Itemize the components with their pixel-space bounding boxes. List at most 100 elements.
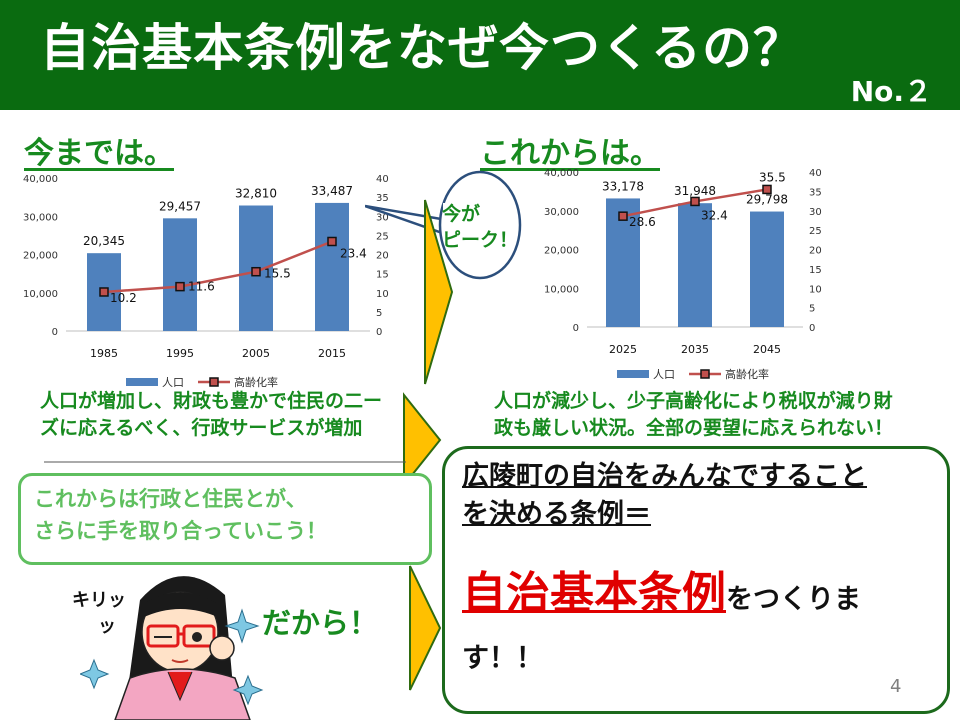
chart-future: 010,00020,00030,00040,000051015202530354…: [544, 168, 822, 381]
chart-past: 0 10,000 20,000 30,000 40,000 0 5 10 15 20 25 30 35 4…: [23, 174, 389, 389]
title-bar: [0, 0, 960, 110]
line-point: [251, 266, 261, 277]
legend-line-marker: [209, 377, 219, 387]
line-data-label: 32.4: [701, 208, 728, 222]
peak-bubble-tail: [365, 204, 453, 238]
result-line1: 広陵町の自治をみんなですること: [462, 461, 867, 492]
right-axis-tick-label: 25: [376, 231, 389, 242]
character-hand: [209, 635, 235, 661]
legend-bar-label: 人口: [653, 368, 675, 381]
line-data-label: 35.5: [759, 170, 786, 184]
bar-data-label: 20,345: [83, 234, 125, 248]
result-conclusion: 自治基本条例をつくりま す！！: [462, 566, 932, 690]
left-axis-tick-label: 40,000: [23, 174, 58, 185]
left-axis-tick-label: 0: [573, 323, 579, 334]
legend-line-label: 高齢化率: [725, 367, 769, 381]
right-axis-tick-label: 35: [376, 193, 389, 204]
right-axis-tick-label: 0: [376, 327, 382, 338]
x-tick-label: 1995: [166, 347, 194, 360]
character-glasses-right: [182, 624, 216, 648]
bar: [678, 203, 712, 327]
right-axis-tick-label: 35: [809, 187, 822, 198]
legend-line-marker: [700, 369, 710, 379]
right-description: 人口が減少し、少子高齢化により税収が減り財 政も厳しい状況。全部の要望に応えられ…: [494, 388, 893, 442]
dakara-text: だから！: [262, 606, 379, 640]
right-axis-tick-label: 10: [809, 284, 822, 295]
legend-bar-swatch: [126, 378, 158, 386]
bar: [750, 211, 784, 327]
right-axis-tick-label: 15: [376, 270, 389, 281]
bar: [163, 218, 197, 331]
right-axis-tick-label: 40: [809, 168, 822, 179]
sparkle-icon: [232, 674, 264, 706]
bar-data-label: 31,948: [674, 184, 716, 198]
left-axis-tick-label: 30,000: [544, 207, 579, 218]
line-data-label: 10.2: [110, 291, 137, 305]
bar: [315, 202, 349, 331]
left-description: 人口が増加し、財政も豊かで住民の二ー ズに応えるべく、行政サービスが増加: [40, 388, 382, 442]
kiritsu-line1: キリッ: [72, 590, 126, 611]
right-axis-tick-label: 10: [376, 289, 389, 300]
result-line2: を決める条例＝: [462, 499, 651, 530]
x-tick-label: 2005: [242, 347, 270, 360]
result-statement: 広陵町の自治をみんなですること を決める条例＝: [462, 458, 867, 534]
page-number: 4: [890, 676, 902, 697]
callout-line2: さらに手を取り合っていこう！: [34, 519, 327, 543]
left-heading: 今までは。: [24, 136, 174, 171]
line-point: [175, 281, 185, 292]
line-point: [690, 196, 700, 207]
callout-box: [18, 473, 432, 565]
left-description-line2: ズに応えるべく、行政サービスが増加: [40, 417, 363, 439]
left-axis-tick-label: 0: [52, 327, 58, 338]
line-data-label: 15.5: [264, 267, 291, 281]
result-tail1: をつくりま: [726, 584, 861, 615]
bar-data-label: 32,810: [235, 187, 277, 201]
right-heading: これからは。: [480, 136, 660, 171]
left-axis-tick-label: 30,000: [23, 212, 58, 223]
kiritsu-line2: ッ: [98, 616, 116, 637]
line-point: [327, 236, 337, 247]
bar-data-label: 33,487: [311, 184, 353, 198]
legend-bar-swatch: [617, 370, 649, 378]
line-data-label: 11.6: [188, 280, 215, 294]
legend-bar-label: 人口: [162, 376, 184, 389]
page-title: 自治基本条例をなぜ今つくるの？: [40, 19, 804, 77]
character-glasses-left: [146, 624, 180, 648]
x-tick-label: 2035: [681, 343, 709, 356]
right-axis-tick-label: 25: [809, 226, 822, 237]
left-axis-tick-label: 20,000: [544, 246, 579, 257]
x-tick-label: 2045: [753, 343, 781, 356]
right-description-line1: 人口が減少し、少子高齢化により税収が減り財: [494, 390, 893, 412]
callout-text: これからは行政と住民とが、 さらに手を取り合っていこう！: [34, 483, 327, 547]
arrow-right-bottom: [409, 565, 442, 691]
bar-data-label: 29,457: [159, 199, 201, 213]
bar-data-label: 29,798: [746, 193, 788, 207]
x-tick-label: 2015: [318, 347, 346, 360]
sparkle-icon: [224, 608, 260, 644]
left-axis-tick-label: 40,000: [544, 168, 579, 179]
callout-line1: これからは行政と住民とが、: [34, 487, 307, 511]
slide-number: No.２: [850, 75, 932, 108]
line-point: [99, 287, 109, 297]
right-axis-tick-label: 30: [809, 207, 822, 218]
left-axis-tick-label: 20,000: [23, 251, 58, 262]
line-data-label: 23.4: [340, 246, 367, 260]
left-description-line1: 人口が増加し、財政も豊かで住民の二ー: [40, 390, 383, 412]
peak-bubble: 今が ピーク！: [365, 170, 522, 280]
line-point: [618, 211, 628, 221]
result-highlight: 自治基本条例: [462, 568, 726, 619]
bar-data-label: 33,178: [602, 179, 644, 193]
result-box: [442, 446, 950, 714]
right-axis-tick-label: 20: [809, 246, 822, 257]
line-series: [103, 240, 333, 294]
sparkle-icon: [80, 658, 110, 690]
kiritsu-text: キリッ ッ: [72, 588, 126, 640]
right-axis-tick-label: 15: [809, 265, 822, 276]
right-axis-tick-label: 5: [809, 304, 815, 315]
character-illustration: [114, 576, 251, 720]
right-axis-tick-label: 40: [376, 174, 389, 185]
arrow-right-middle: [403, 392, 442, 488]
line-data-label: 28.6: [629, 215, 656, 229]
right-description-line2: 政も厳しい状況。全部の要望に応えられない！: [494, 417, 894, 439]
line-point: [762, 184, 772, 195]
